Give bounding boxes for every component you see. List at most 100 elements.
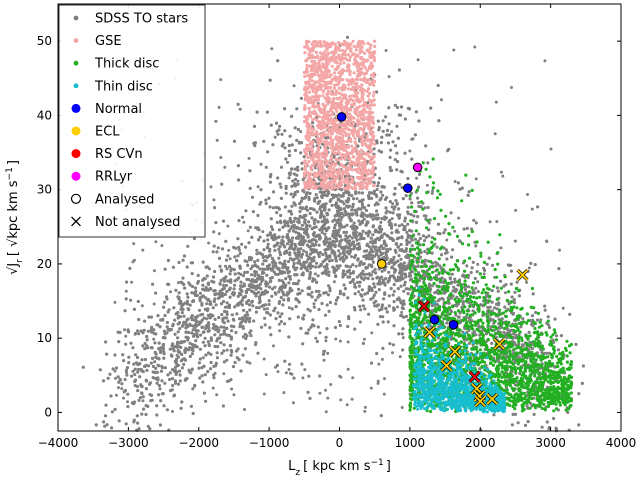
sdss-star-point (476, 290, 480, 294)
sdss-star-point (324, 388, 327, 392)
sdss-star-point (402, 302, 406, 306)
sdss-star-point (190, 300, 194, 303)
sdss-star-point (381, 129, 385, 133)
sdss-star-point (140, 412, 144, 416)
gse-star-point (317, 115, 321, 119)
sdss-star-point (389, 274, 393, 278)
sdss-star-point (400, 332, 404, 336)
sdss-star-point (393, 144, 398, 148)
sdss-star-point (343, 237, 347, 242)
sdss-star-point (326, 247, 330, 251)
sdss-star-point (193, 237, 196, 241)
gse-star-point (332, 175, 336, 179)
sdss-star-point (147, 315, 151, 319)
sdss-star-point (338, 289, 342, 293)
sdss-star-point (414, 220, 419, 224)
gse-star-point (369, 64, 373, 68)
gse-star-point (371, 78, 375, 82)
sdss-star-point (568, 312, 572, 316)
sdss-star-point (268, 78, 272, 82)
sdss-star-point (353, 282, 357, 286)
sdss-star-point (250, 278, 255, 282)
sdss-star-point (335, 204, 339, 208)
sdss-star-point (558, 248, 561, 252)
sdss-star-point (148, 381, 152, 385)
sdss-star-point (266, 238, 270, 242)
sdss-star-point (162, 404, 166, 408)
sdss-star-point (316, 251, 320, 255)
sdss-star-point (512, 298, 516, 302)
sdss-star-point (179, 340, 184, 344)
sdss-star-point (261, 255, 265, 259)
sdss-star-point (278, 245, 282, 249)
sdss-star-point (381, 251, 385, 255)
sdss-star-point (276, 132, 280, 136)
sdss-star-point (434, 264, 438, 268)
sdss-star-point (141, 395, 145, 399)
sdss-star-point (292, 219, 296, 223)
sdss-star-point (200, 318, 204, 322)
sdss-star-point (363, 249, 367, 253)
sdss-star-point (176, 363, 181, 367)
sdss-star-point (212, 299, 216, 304)
sdss-star-point (566, 410, 570, 414)
sdss-star-point (181, 307, 185, 311)
sdss-star-point (372, 181, 376, 185)
sdss-star-point (279, 165, 284, 169)
sdss-star-point (312, 305, 316, 309)
sdss-star-point (200, 295, 204, 299)
sdss-star-point (283, 224, 287, 228)
sdss-star-point (260, 270, 265, 274)
sdss-star-point (485, 262, 489, 266)
sdss-star-point (211, 386, 215, 390)
sdss-star-point (159, 369, 164, 373)
gse-star-point (331, 96, 335, 101)
sdss-star-point (212, 322, 216, 327)
sdss-star-point (556, 348, 561, 352)
sdss-star-point (346, 246, 350, 250)
sdss-star-point (202, 316, 206, 320)
sdss-star-point (476, 262, 480, 266)
sdss-star-point (486, 305, 490, 309)
sdss-star-point (291, 229, 296, 233)
sdss-star-point (376, 303, 380, 307)
sdss-star-point (136, 329, 140, 333)
sdss-star-point (180, 302, 184, 306)
sdss-star-point (410, 244, 414, 248)
sdss-star-point (258, 297, 262, 301)
sdss-star-point (132, 242, 136, 246)
sdss-star-point (228, 343, 233, 348)
sdss-star-point (229, 269, 233, 273)
sdss-star-point (195, 293, 199, 298)
sdss-star-point (310, 295, 314, 299)
sdss-star-point (332, 244, 336, 248)
sdss-star-point (256, 277, 260, 281)
gse-star-point (330, 89, 334, 93)
gse-star-point (305, 152, 309, 156)
sdss-star-point (236, 237, 240, 241)
gse-star-point (333, 75, 337, 79)
sdss-star-point (250, 195, 255, 199)
sdss-star-point (405, 230, 409, 235)
sdss-star-point (404, 275, 408, 279)
sdss-star-point (283, 259, 287, 263)
sdss-star-point (263, 316, 267, 320)
sdss-star-point (278, 315, 282, 319)
sdss-star-point (388, 247, 392, 251)
sdss-star-point (248, 308, 252, 312)
sdss-star-point (229, 280, 233, 284)
sdss-star-point (124, 289, 128, 293)
sdss-star-point (471, 288, 475, 292)
sdss-star-point (173, 332, 177, 336)
sdss-star-point (337, 233, 341, 237)
sdss-star-point (369, 286, 374, 290)
gse-star-point (352, 44, 356, 49)
sdss-star-point (288, 257, 293, 261)
sdss-star-point (519, 325, 523, 329)
sdss-star-point (308, 191, 312, 195)
sdss-star-point (553, 317, 557, 321)
sdss-star-point (340, 188, 344, 192)
sdss-star-point (404, 247, 408, 251)
sdss-star-point (327, 208, 331, 212)
sdss-star-point (314, 261, 319, 265)
